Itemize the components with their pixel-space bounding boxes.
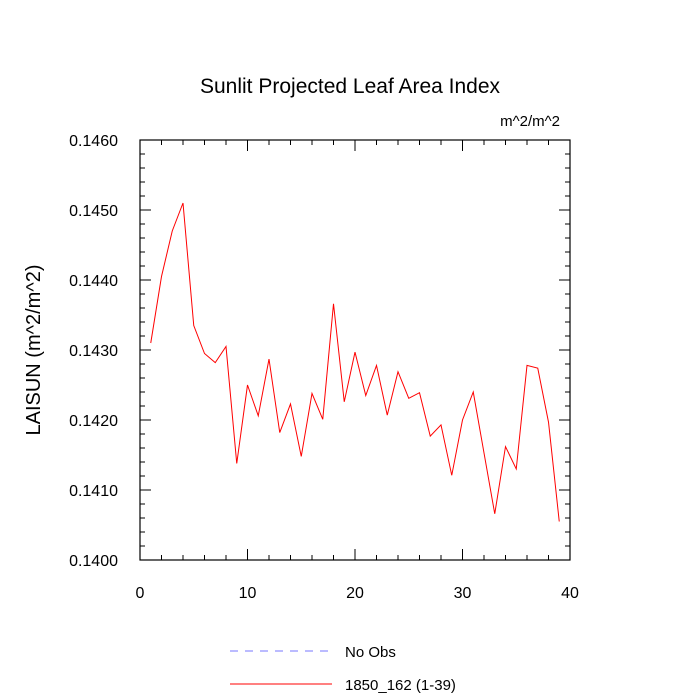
x-tick-label: 40 xyxy=(561,585,579,602)
legend: No Obs 1850_162 (1-39) xyxy=(230,644,456,694)
axes: 0 10 20 30 40 0.1400 0.1410 0.1420 0.1430 0.1440 0… xyxy=(69,133,579,602)
y-tick-label: 0.1400 xyxy=(69,553,118,570)
legend-label: 1850_162 (1-39) xyxy=(345,677,456,694)
x-tick-label: 20 xyxy=(346,585,364,602)
x-tick-label: 30 xyxy=(454,585,472,602)
y-tick-label: 0.1420 xyxy=(69,413,118,430)
y-axis-label: LAISUN (m^2/m^2) xyxy=(23,264,45,435)
x-tick-label: 0 xyxy=(136,585,145,602)
y-tick-label: 0.1450 xyxy=(69,203,118,220)
plot-frame xyxy=(139,139,571,561)
plot-area xyxy=(150,202,560,522)
chart-title: Sunlit Projected Leaf Area Index xyxy=(200,75,501,98)
x-tick-label: 10 xyxy=(239,585,257,602)
y-tick-label: 0.1460 xyxy=(69,133,118,150)
y-tick-label: 0.1430 xyxy=(69,343,118,360)
series-line xyxy=(150,202,560,522)
legend-label: No Obs xyxy=(345,644,396,661)
units-label: m^2/m^2 xyxy=(500,113,560,130)
y-tick-label: 0.1410 xyxy=(69,483,118,500)
y-tick-label: 0.1440 xyxy=(69,273,118,290)
